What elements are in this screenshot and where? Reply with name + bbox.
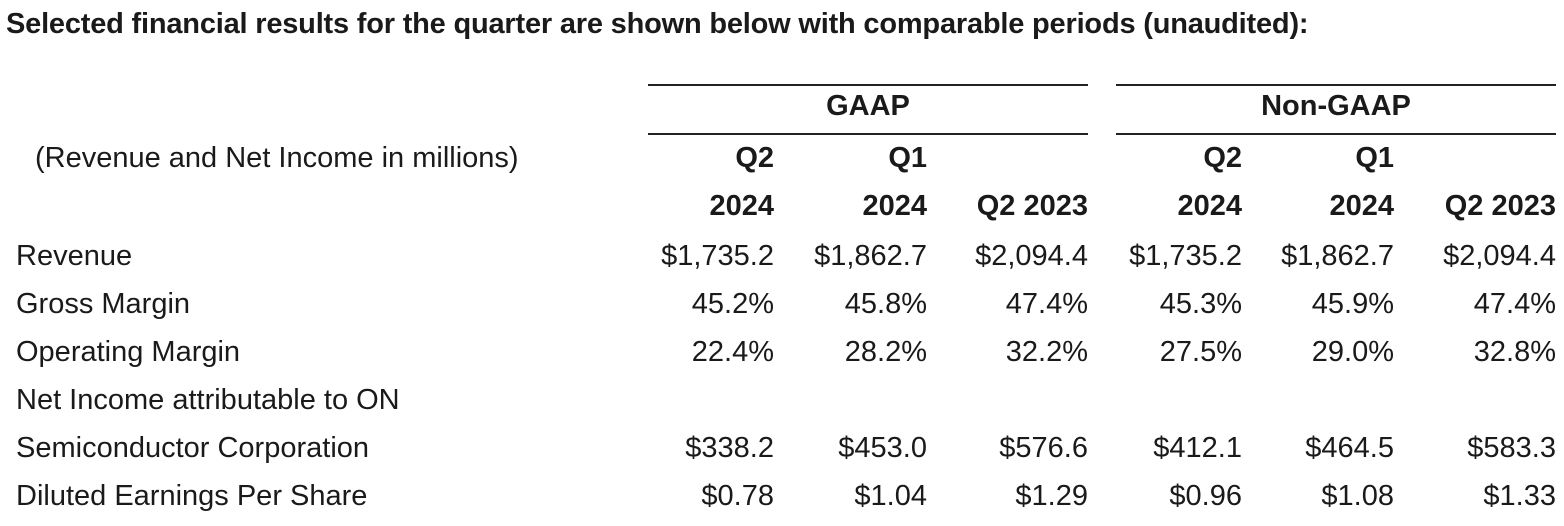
non-gaap-col-q2-2024-line1: Q2 [1203, 142, 1242, 174]
cell-gross-margin-gaap-q2-2024: 45.2% [691, 288, 774, 320]
row-label-net-income-line2: Semiconductor Corporation [16, 432, 370, 464]
cell-net-income-nongaap-q2-2023: $583.3 [1467, 432, 1556, 464]
non-gaap-top-rule [1116, 84, 1556, 86]
row-label-revenue: Revenue [16, 240, 133, 272]
cell-net-income-nongaap-q2-2024: $412.1 [1153, 432, 1242, 464]
cell-revenue-nongaap-q2-2023: $2,094.4 [1443, 240, 1556, 272]
row-label-diluted-eps: Diluted Earnings Per Share [16, 480, 368, 512]
cell-gross-margin-nongaap-q2-2023: 47.4% [1473, 288, 1556, 320]
cell-diluted-eps-gaap-q1-2024: $1.04 [854, 480, 927, 512]
gaap-top-rule [648, 84, 1088, 86]
cell-gross-margin-gaap-q1-2024: 45.8% [844, 288, 927, 320]
cell-diluted-eps-gaap-q2-2023: $1.29 [1015, 480, 1088, 512]
cell-net-income-gaap-q2-2024: $338.2 [685, 432, 774, 464]
gaap-group-header: GAAP [826, 90, 910, 122]
cell-net-income-nongaap-q1-2024: $464.5 [1305, 432, 1394, 464]
cell-revenue-nongaap-q1-2024: $1,862.7 [1281, 240, 1394, 272]
cell-gross-margin-nongaap-q1-2024: 45.9% [1311, 288, 1394, 320]
cell-operating-margin-gaap-q2-2023: 32.2% [1005, 336, 1088, 368]
cell-gross-margin-gaap-q2-2023: 47.4% [1005, 288, 1088, 320]
cell-operating-margin-gaap-q2-2024: 22.4% [691, 336, 774, 368]
cell-operating-margin-nongaap-q1-2024: 29.0% [1311, 336, 1394, 368]
gaap-col-q1-2024-line2: 2024 [862, 190, 927, 222]
cell-revenue-gaap-q2-2024: $1,735.2 [661, 240, 774, 272]
cell-operating-margin-nongaap-q2-2024: 27.5% [1159, 336, 1242, 368]
cell-diluted-eps-nongaap-q2-2024: $0.96 [1169, 480, 1242, 512]
row-label-operating-margin: Operating Margin [16, 336, 241, 368]
gaap-col-q1-2024-line1: Q1 [888, 142, 927, 174]
units-note: (Revenue and Net Income in millions) [35, 142, 519, 174]
gaap-bottom-rule [648, 133, 1088, 135]
cell-operating-margin-gaap-q1-2024: 28.2% [844, 336, 927, 368]
non-gaap-col-q2-2024-line2: 2024 [1177, 190, 1242, 222]
row-label-gross-margin: Gross Margin [16, 288, 191, 320]
cell-revenue-gaap-q2-2023: $2,094.4 [975, 240, 1088, 272]
cell-operating-margin-nongaap-q2-2023: 32.8% [1473, 336, 1556, 368]
cell-revenue-nongaap-q2-2024: $1,735.2 [1129, 240, 1242, 272]
cell-net-income-gaap-q1-2024: $453.0 [838, 432, 927, 464]
non-gaap-group-header: Non-GAAP [1261, 90, 1411, 122]
section-heading: Selected financial results for the quart… [6, 8, 1309, 40]
cell-gross-margin-nongaap-q2-2024: 45.3% [1159, 288, 1242, 320]
non-gaap-col-q1-2024-line1: Q1 [1355, 142, 1394, 174]
row-label-net-income-line1: Net Income attributable to ON [16, 384, 400, 416]
cell-diluted-eps-nongaap-q2-2023: $1.33 [1483, 480, 1556, 512]
gaap-col-q2-2024-line2: 2024 [709, 190, 774, 222]
gaap-col-q2-2024-line1: Q2 [735, 142, 774, 174]
cell-diluted-eps-nongaap-q1-2024: $1.08 [1321, 480, 1394, 512]
cell-diluted-eps-gaap-q2-2024: $0.78 [701, 480, 774, 512]
cell-net-income-gaap-q2-2023: $576.6 [999, 432, 1088, 464]
non-gaap-col-q2-2023-line2: Q2 2023 [1444, 190, 1556, 222]
gaap-col-q2-2023-line2: Q2 2023 [976, 190, 1088, 222]
cell-revenue-gaap-q1-2024: $1,862.7 [814, 240, 927, 272]
non-gaap-col-q1-2024-line2: 2024 [1329, 190, 1394, 222]
non-gaap-bottom-rule [1116, 133, 1556, 135]
